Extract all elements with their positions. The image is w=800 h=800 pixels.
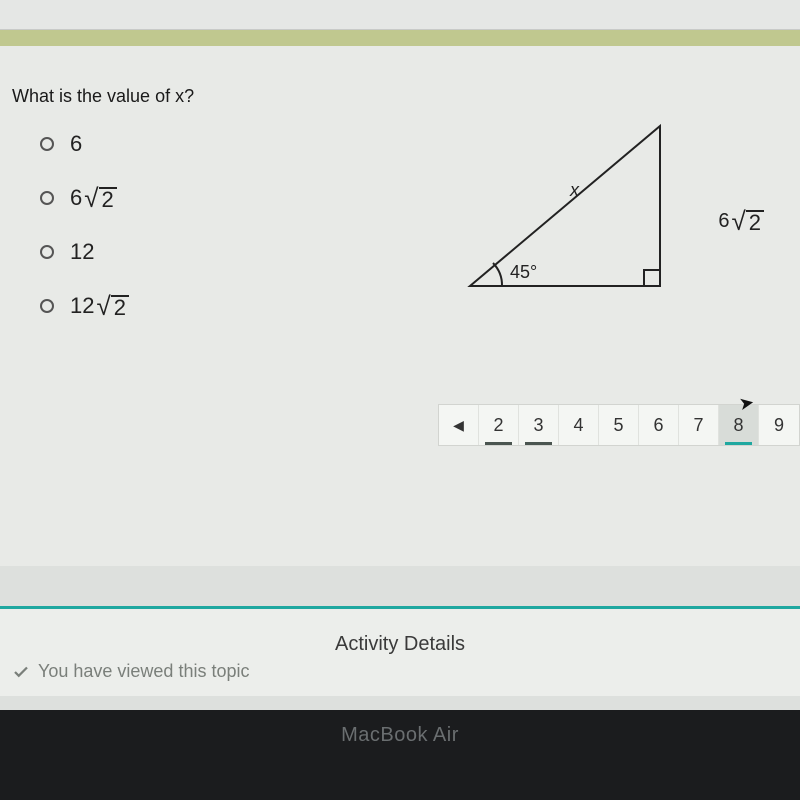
radicand: 2 (99, 187, 117, 211)
option-text: 6 (70, 131, 82, 157)
radio-icon (40, 245, 54, 259)
paginator-page-6[interactable]: 6 (639, 405, 679, 445)
radicand: 2 (746, 210, 764, 234)
sqrt-icon: √2 (84, 185, 117, 211)
paginator-page-2[interactable]: 2 (479, 405, 519, 445)
paginator-prev-button[interactable]: ◀ (439, 405, 479, 445)
option-label: 12 √2 (70, 293, 129, 319)
laptop-bezel: MacBook Air (0, 710, 800, 800)
accent-band (0, 30, 800, 46)
activity-heading: Activity Details (0, 633, 800, 656)
triangle-shape (470, 126, 660, 286)
paginator-page-3[interactable]: 3 (519, 405, 559, 445)
sqrt-icon: √2 (96, 293, 129, 319)
option-text: 12 (70, 239, 94, 265)
viewed-text: You have viewed this topic (38, 661, 249, 682)
leg-coeff: 6 (718, 210, 729, 233)
paginator-page-5[interactable]: 5 (599, 405, 639, 445)
angle-label: 45° (510, 262, 537, 282)
device-label: MacBook Air (341, 724, 459, 747)
question-panel: What is the value of x? 6 6 √2 12 (0, 46, 800, 566)
question-prompt: What is the value of x? (0, 86, 800, 107)
question-paginator: ◀ 2 3 4 5 6 7 8 9 (438, 404, 800, 446)
option-label: 12 (70, 239, 94, 265)
sqrt-icon: √2 (731, 208, 764, 234)
right-leg-label: 6 √2 (718, 208, 764, 234)
window-header-strip (0, 0, 800, 30)
paginator-page-9[interactable]: 9 (759, 405, 799, 445)
option-coeff: 6 (70, 185, 82, 211)
right-angle-icon (644, 270, 660, 286)
hypotenuse-label: x (569, 180, 580, 200)
radio-icon (40, 137, 54, 151)
paginator-page-4[interactable]: 4 (559, 405, 599, 445)
activity-details-section: Activity Details You have viewed this to… (0, 609, 800, 696)
triangle-svg: 45° x (460, 116, 680, 296)
option-label: 6 √2 (70, 185, 117, 211)
radicand: 2 (111, 295, 129, 319)
viewed-status: You have viewed this topic (12, 661, 249, 682)
check-icon (12, 663, 30, 681)
radio-icon (40, 299, 54, 313)
triangle-diagram: 45° x 6 √2 (460, 116, 760, 316)
radio-icon (40, 191, 54, 205)
paginator-page-7[interactable]: 7 (679, 405, 719, 445)
option-coeff: 12 (70, 293, 94, 319)
option-label: 6 (70, 131, 82, 157)
paginator-page-8[interactable]: 8 (719, 405, 759, 445)
